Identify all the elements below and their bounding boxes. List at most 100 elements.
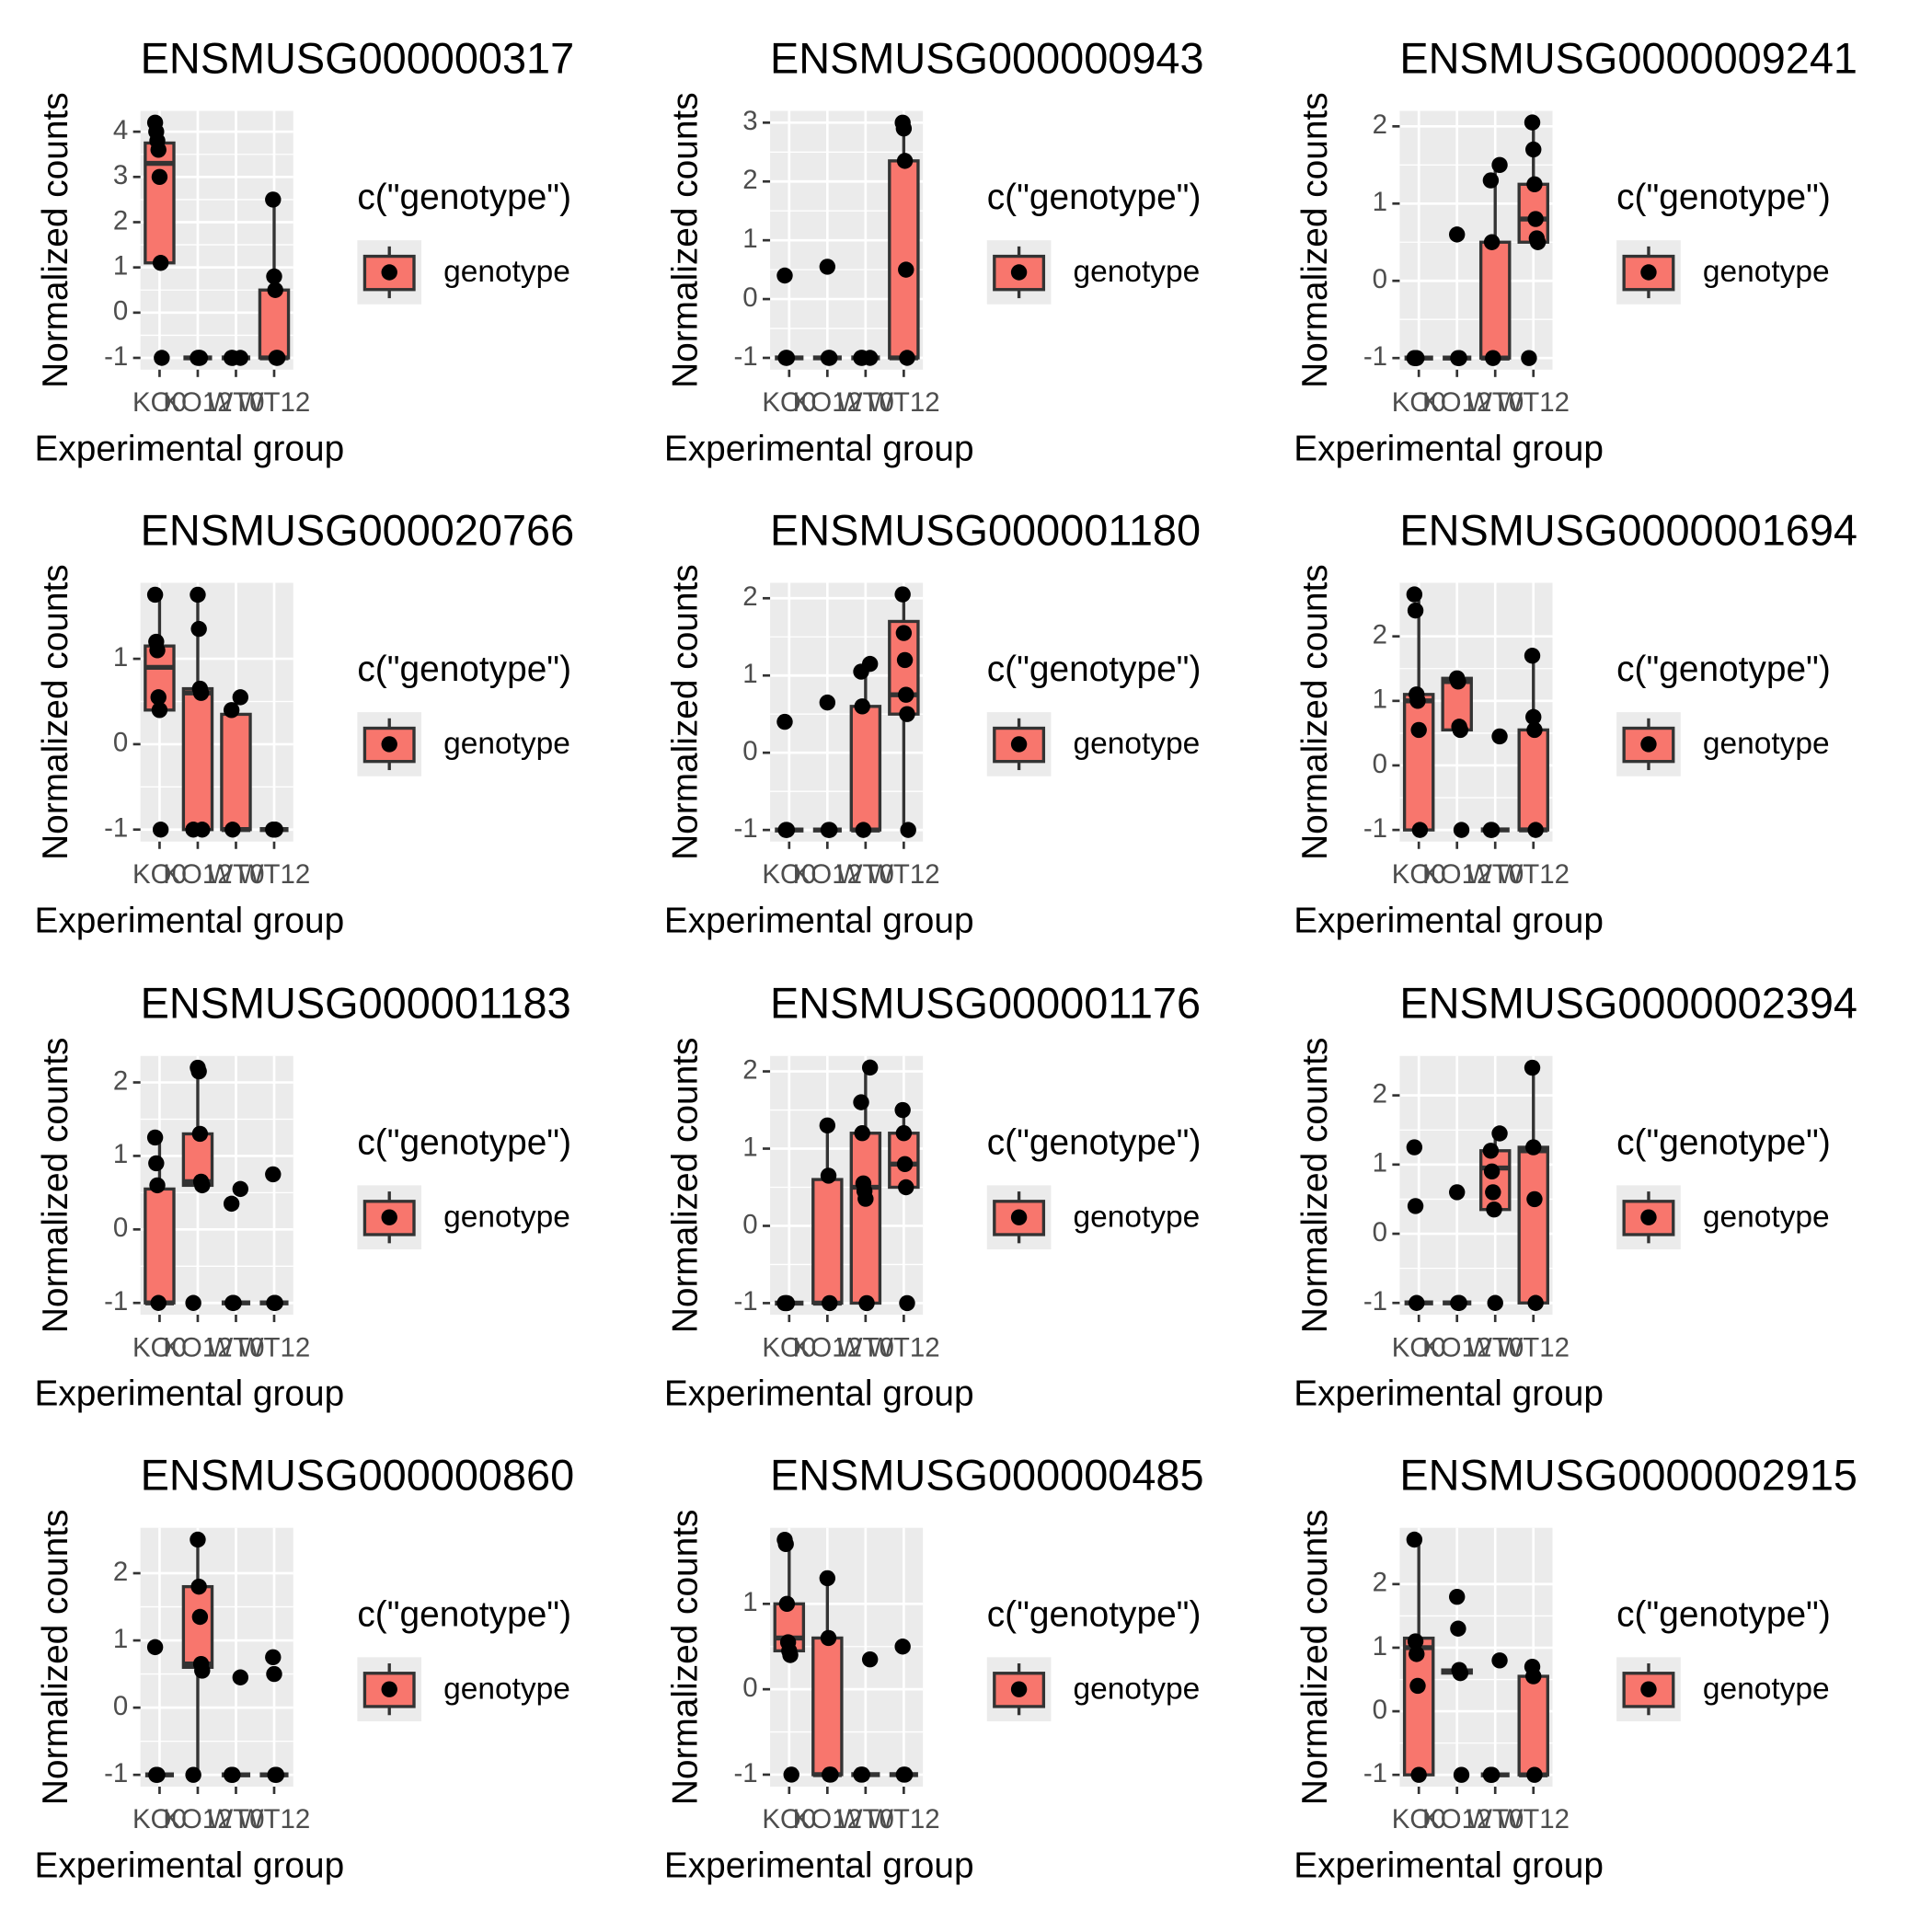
y-tick-label: 0 — [113, 296, 128, 327]
x-axis-label: Experimental group — [1294, 901, 1604, 940]
y-tick-label: 1 — [113, 642, 128, 673]
x-tick-label: KO12 — [1422, 1804, 1491, 1834]
x-tick-label: WT0 — [1466, 1804, 1524, 1834]
data-point — [1409, 1677, 1426, 1695]
panel-title: ENSMUSG0000001694 — [1399, 506, 1857, 554]
data-point — [1409, 350, 1425, 366]
data-point — [232, 1669, 248, 1685]
data-point — [853, 1094, 869, 1110]
data-point — [267, 1294, 283, 1311]
x-tick-label: WT0 — [837, 387, 894, 418]
legend-title: c("genotype") — [1616, 1122, 1831, 1162]
x-tick-label: WT12 — [238, 859, 311, 890]
legend-label: genotype — [1703, 255, 1830, 289]
data-point — [896, 153, 914, 169]
y-tick-label: 3 — [113, 160, 128, 190]
data-point — [857, 1190, 874, 1207]
y-tick-label: 2 — [113, 1557, 128, 1587]
y-tick-label: 2 — [113, 1065, 128, 1096]
data-point — [190, 620, 207, 638]
box — [1517, 1145, 1549, 1305]
y-tick-label: 2 — [742, 581, 757, 612]
legend-title: c("genotype") — [357, 1122, 571, 1162]
x-axis-label: Experimental group — [35, 901, 345, 940]
y-axis-label: Normalized counts — [666, 92, 706, 388]
box — [1517, 728, 1549, 832]
data-point — [861, 1650, 879, 1668]
data-point — [861, 1059, 879, 1076]
x-axis-label: Experimental group — [1294, 429, 1604, 468]
data-point — [224, 350, 241, 366]
x-tick-label: KO0 — [132, 1332, 187, 1363]
data-point — [854, 698, 870, 715]
y-axis-label: Normalized counts — [1295, 564, 1335, 860]
legend-title: c("genotype") — [357, 1594, 571, 1634]
x-tick-label: WT12 — [1497, 387, 1570, 418]
legend-key-point — [1010, 736, 1028, 753]
y-tick-label: 0 — [113, 728, 128, 758]
data-point — [1482, 172, 1500, 189]
data-point — [1407, 602, 1424, 619]
data-point — [822, 1294, 838, 1312]
panel-title: ENSMUSG0000002915 — [1399, 1452, 1857, 1500]
data-point — [1409, 1646, 1425, 1662]
data-point — [149, 1177, 166, 1194]
data-point — [1525, 708, 1542, 726]
data-point — [152, 255, 169, 271]
legend-label: genotype — [443, 255, 570, 289]
x-tick-label: KO12 — [793, 387, 862, 418]
data-point — [232, 689, 248, 706]
data-point — [185, 1294, 201, 1311]
data-point — [778, 350, 796, 366]
data-point — [896, 651, 914, 669]
legend-label: genotype — [1703, 727, 1830, 761]
data-point — [895, 121, 913, 137]
data-point — [894, 586, 911, 603]
data-point — [783, 1766, 799, 1783]
y-tick-label: 2 — [113, 205, 128, 236]
data-point — [858, 1294, 875, 1312]
y-tick-label: 0 — [742, 1673, 757, 1703]
data-point — [1409, 1294, 1425, 1311]
data-point — [149, 642, 166, 659]
y-tick-label: -1 — [104, 813, 128, 844]
panel-title: ENSMUSG000000317 — [141, 34, 574, 82]
y-axis-label: Normalized counts — [1295, 1510, 1335, 1806]
y-tick-label: 1 — [742, 659, 757, 689]
legend-title: c("genotype") — [1616, 178, 1831, 217]
data-point — [894, 1639, 911, 1655]
box — [1478, 1149, 1512, 1212]
y-axis-label: Normalized counts — [1295, 1038, 1335, 1334]
data-point — [895, 625, 913, 641]
y-axis-label: Normalized counts — [666, 564, 706, 860]
x-tick-label: WT12 — [1497, 1332, 1570, 1363]
box — [144, 1187, 176, 1305]
y-tick-label: 0 — [742, 282, 757, 313]
y-tick-label: 2 — [1373, 619, 1387, 650]
y-tick-label: -1 — [733, 341, 757, 372]
data-point — [820, 1167, 837, 1184]
x-tick-label: WT0 — [207, 859, 264, 890]
data-point — [778, 1294, 796, 1312]
y-tick-label: -1 — [104, 341, 128, 372]
data-point — [855, 822, 872, 838]
panel-title: ENSMUSG0000002394 — [1399, 980, 1857, 1028]
x-tick-label: WT12 — [238, 1332, 311, 1363]
panel-title: ENSMUSG000020766 — [141, 506, 574, 554]
x-axis-label: Experimental group — [664, 1846, 974, 1886]
y-tick-label: 2 — [1373, 1078, 1387, 1109]
data-point — [151, 702, 168, 719]
y-tick-label: 0 — [1373, 1217, 1387, 1248]
x-tick-label: WT0 — [207, 1804, 264, 1834]
box — [811, 1178, 844, 1305]
x-axis-label: Experimental group — [1294, 1374, 1604, 1414]
data-point — [1450, 673, 1466, 690]
y-tick-label: -1 — [104, 1286, 128, 1317]
y-tick-label: 1 — [1373, 1148, 1387, 1179]
data-point — [1483, 1163, 1501, 1180]
data-point — [899, 1294, 915, 1312]
